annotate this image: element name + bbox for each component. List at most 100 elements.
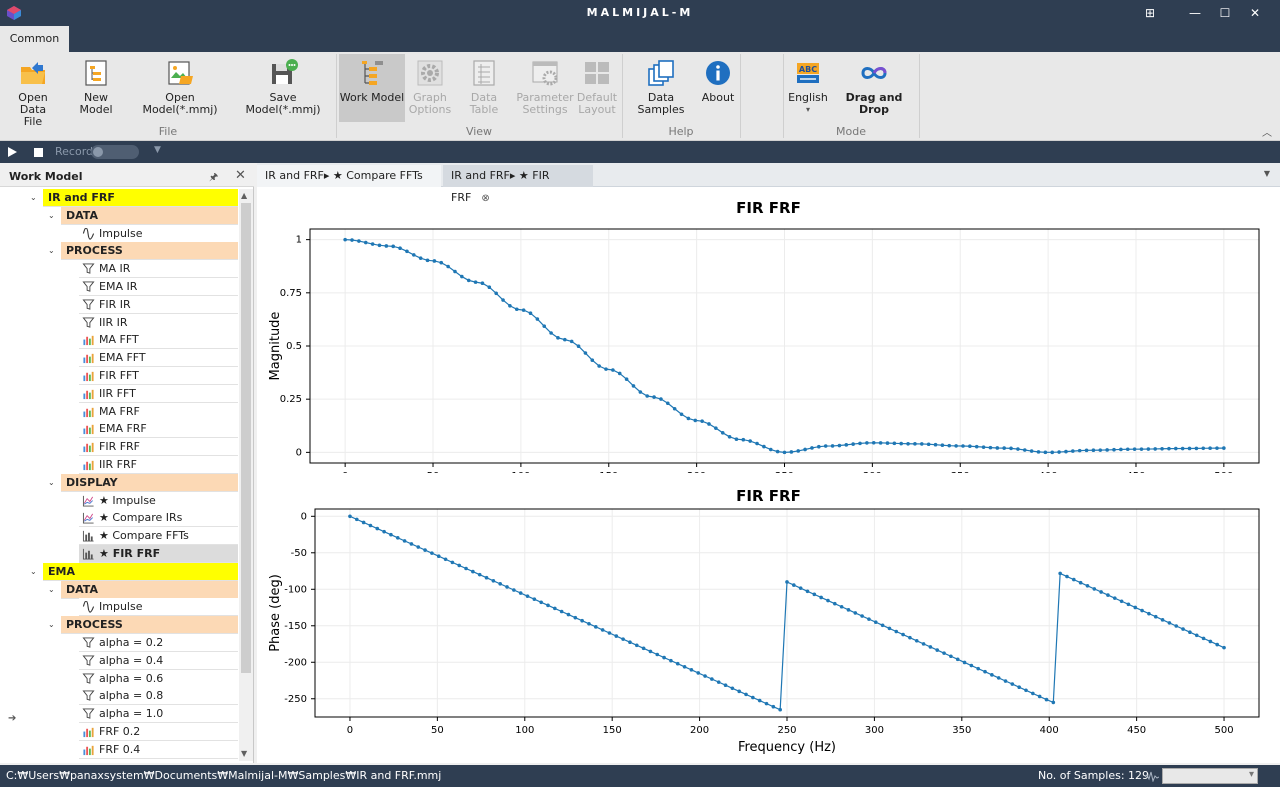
data-samples-button[interactable]: Data Samples [626,54,696,122]
tree-item[interactable]: alpha = 1.0 [79,705,238,724]
tree-row[interactable]: ★ Compare FFTs [0,527,238,546]
expand-chevron-icon[interactable]: ⌄ [48,620,55,630]
tree-row[interactable]: alpha = 1.0 [0,705,238,724]
graph-options-button[interactable]: Graph Options [408,54,452,122]
expand-chevron-icon[interactable]: ⌄ [48,246,55,256]
tree-row[interactable]: FIR FRF [0,438,238,457]
parameter-settings-button[interactable]: Parameter Settings [516,54,574,122]
tree-row[interactable]: alpha = 0.4 [0,651,238,670]
tree-item[interactable]: DISPLAY [61,473,238,492]
tree-row[interactable]: ★ Compare IRs [0,509,238,528]
pin-icon[interactable]: 🖈 [209,172,219,183]
tree-item[interactable]: DATA [61,206,238,225]
tree-item[interactable]: EMA FFT [79,349,238,368]
save-model-button[interactable]: Save Model(*.mmj) [234,54,332,122]
tree-item[interactable]: Impulse [79,598,238,617]
doc-tab-compare-ffts[interactable]: IR and FRF▸ ★ Compare FFTs [257,165,441,187]
tree-row[interactable]: FIR IR [0,295,238,314]
tree-row[interactable]: MA IR [0,260,238,279]
tree-item[interactable]: FRF 0.4 [79,740,238,759]
tree-row[interactable]: EMA FRF [0,420,238,439]
tree-item[interactable]: MA FRF [79,402,238,421]
tree-item[interactable]: ★ Compare FFTs [79,527,238,546]
chevron-down-icon[interactable]: ▼ [154,145,161,155]
expand-chevron-icon[interactable]: ⌄ [30,193,37,202]
tree-item[interactable]: alpha = 0.6 [79,669,238,688]
default-layout-button[interactable]: Default Layout [576,54,618,122]
tree-row[interactable]: ⌄ PROCESS [0,616,238,635]
tree-item[interactable]: PROCESS [61,242,238,261]
tree-item[interactable]: ★ FIR FRF [79,545,238,563]
expand-chevron-icon[interactable]: ⌄ [30,566,37,576]
open-data-file-button[interactable]: Open Data File [4,54,62,128]
tree-item[interactable]: FRF 0.2 [79,723,238,741]
tree-row[interactable]: ⌄ IR and FRF [0,189,238,207]
tree-row[interactable]: ⌄ DISPLAY [0,473,238,492]
tree-row[interactable]: EMA IR [0,278,238,296]
expand-chevron-icon[interactable]: ⌄ [48,584,55,594]
scrollbar-thumb[interactable] [241,203,251,673]
tree-item[interactable]: FIR FFT [79,367,238,385]
tree-scrollbar[interactable]: ▲ ▼ [239,189,253,761]
restore-layout-icon[interactable]: ⊞ [1144,6,1156,20]
play-icon[interactable] [8,147,17,157]
tree-row[interactable]: IIR IR [0,313,238,332]
tree-item[interactable]: FIR FRF [79,438,238,457]
tree-item[interactable]: IR and FRF [43,189,238,207]
close-panel-icon[interactable]: ✕ [235,168,246,183]
tree-item[interactable]: EMA IR [79,278,238,296]
tree-item[interactable]: alpha = 0.4 [79,651,238,670]
tree-row[interactable]: MA FRF [0,402,238,421]
tree-item[interactable]: EMA FRF [79,420,238,439]
tree-row[interactable]: FRF 0.2 [0,723,238,741]
tree-row[interactable]: ★ Impulse [0,491,238,510]
work-model-button[interactable]: Work Model [339,54,405,122]
tree-item[interactable]: ★ Impulse [79,491,238,510]
tree-item[interactable]: alpha = 0.8 [79,687,238,706]
tree-row[interactable]: alpha = 0.8 [0,687,238,706]
tree-item[interactable]: MA FFT [79,331,238,350]
tree-row[interactable]: IIR FFT [0,384,238,403]
tree-row[interactable]: FIR FFT [0,367,238,385]
language-dropdown[interactable]: ABC English ▾ [786,54,830,122]
tree-row[interactable]: ⌄ DATA [0,206,238,225]
open-model-button[interactable]: Open Model(*.mmj) [131,54,229,122]
data-table-button[interactable]: Data Table [456,54,512,122]
tree-row[interactable]: FRF 0.4 [0,740,238,759]
expand-chevron-icon[interactable]: ⌄ [48,477,55,487]
tree-item[interactable]: PROCESS [61,616,238,635]
tree-item[interactable]: ★ Compare IRs [79,509,238,528]
tree-item[interactable]: Impulse [79,224,238,243]
tree-row[interactable]: alpha = 0.2 [0,634,238,652]
drag-and-drop-button[interactable]: Drag and Drop [832,54,916,122]
status-combo[interactable] [1162,768,1258,784]
close-tab-icon[interactable]: ⊗ [481,193,490,204]
about-button[interactable]: About [699,54,737,122]
tree-row[interactable]: Impulse [0,224,238,243]
tree-row[interactable]: IIR FRF [0,456,238,474]
scroll-down-icon[interactable]: ▼ [241,749,248,758]
tree-row[interactable]: ⌄ EMA [0,562,238,581]
tree-row[interactable]: Impulse [0,598,238,617]
tree-item[interactable]: DATA [61,580,238,599]
maximize-button[interactable]: ☐ [1219,6,1231,20]
tree-item[interactable]: MA IR [79,260,238,279]
tree-item[interactable]: EMA [43,562,238,581]
stop-icon[interactable] [34,148,43,157]
tree-row[interactable]: ★ FIR FRF [0,545,238,563]
tree-item[interactable]: alpha = 0.2 [79,634,238,652]
tree-item[interactable]: FIR IR [79,295,238,314]
scroll-up-icon[interactable]: ▲ [241,191,248,200]
minimize-button[interactable]: — [1189,6,1201,20]
doc-tab-fir-frf[interactable]: IR and FRF▸ ★ FIR FRF ⊗ [443,165,593,204]
tree-item[interactable]: IIR FRF [79,456,238,474]
tree-row[interactable]: MA FFT [0,331,238,350]
tree-row[interactable]: ⌄ DATA [0,580,238,599]
new-model-button[interactable]: New Model [66,54,126,122]
record-toggle[interactable] [91,145,139,159]
ribbon-tab-common[interactable]: Common [0,26,69,52]
tree-item[interactable]: IIR IR [79,313,238,332]
expand-chevron-icon[interactable]: ⌄ [48,210,55,220]
tree-row[interactable]: EMA FFT [0,349,238,368]
close-button[interactable]: ✕ [1249,6,1261,20]
